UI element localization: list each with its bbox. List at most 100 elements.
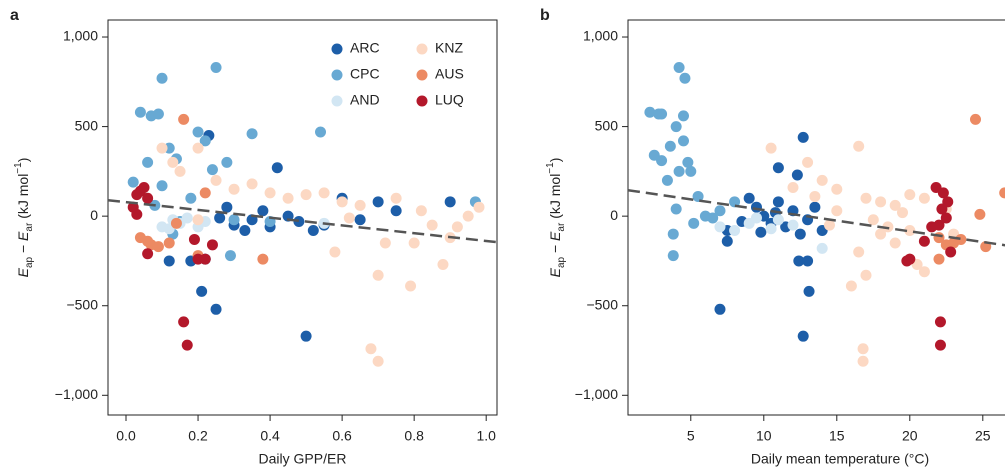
y-axis-label-part: ap [24,256,35,268]
point [867,214,879,226]
point [426,219,438,231]
y-tick-label: 0 [90,207,98,223]
x-tick-label: 15 [829,428,845,444]
point [170,217,182,229]
point [354,214,366,226]
point [354,199,366,211]
point [860,192,872,204]
point [955,233,967,245]
legend-label: LUQ [435,92,464,108]
point [802,255,814,267]
point [192,214,204,226]
point [648,149,660,161]
point [152,241,164,253]
point [178,113,190,125]
point [809,190,821,202]
point [831,183,843,195]
point [670,121,682,133]
point [714,303,726,315]
point [390,192,402,204]
point [300,189,312,201]
point [408,237,420,249]
y-axis-label-part: − [547,241,563,257]
point [178,316,190,328]
point [934,316,946,328]
plot-area [108,61,497,367]
point [889,237,901,249]
y-tick-label: 500 [595,117,619,133]
point [901,255,913,267]
point [787,181,799,193]
legend-label: AUS [435,66,464,82]
point [918,266,930,278]
panel-label: b [540,7,550,24]
point [918,235,930,247]
point [682,156,694,168]
point [677,135,689,147]
trend-line [108,198,497,244]
point [181,339,193,351]
x-tick-label: 5 [687,428,695,444]
point [293,216,305,228]
point [823,219,835,231]
legend-label: KNZ [435,40,463,56]
plot-frame [107,19,498,416]
point [192,142,204,154]
point [918,192,930,204]
point [750,201,762,213]
y-axis-label-part: ar [24,222,35,232]
legend-label: AND [350,92,380,108]
y-tick-label: −500 [66,296,98,312]
x-axis-label: Daily mean temperature (°C) [751,451,929,467]
x-tick-label: 0.8 [404,428,424,444]
plot-area [628,61,1005,367]
point [246,128,258,140]
point [192,126,204,138]
point [673,165,685,177]
x-tick-label: 1.0 [476,428,496,444]
point [729,196,741,208]
point [163,255,175,267]
point [318,187,330,199]
point [199,187,211,199]
y-axis-label-part: E [15,267,31,277]
point [755,226,767,238]
point [809,201,821,213]
y-tick-label: −500 [586,296,618,312]
point [797,131,809,143]
point [692,190,704,202]
point [816,242,828,254]
point [656,108,668,120]
y-axis-label-part: ar [556,222,567,232]
y-axis-label-part: −1 [13,162,24,174]
x-axis-label: Daily GPP/ER [259,451,347,467]
y-axis-label-part: ) [547,158,563,163]
point [743,192,755,204]
plot-frame [627,19,1005,416]
legend-marker [331,69,343,81]
point [816,174,828,186]
point [390,205,402,217]
y-tick-label: 500 [75,117,99,133]
x-tick-label: 0.4 [260,428,280,444]
point [315,126,327,138]
point [797,330,809,342]
point [282,192,294,204]
point [196,285,208,297]
point [343,212,355,224]
point [667,250,679,262]
point [661,174,673,186]
point [156,142,168,154]
point [845,280,857,292]
point [131,208,143,220]
y-tick-label: −1,000 [575,386,618,402]
point [667,228,679,240]
point [772,162,784,174]
point [644,106,656,118]
point [473,201,485,213]
point [127,176,139,188]
point [138,181,150,193]
point [451,221,463,233]
point [714,205,726,217]
